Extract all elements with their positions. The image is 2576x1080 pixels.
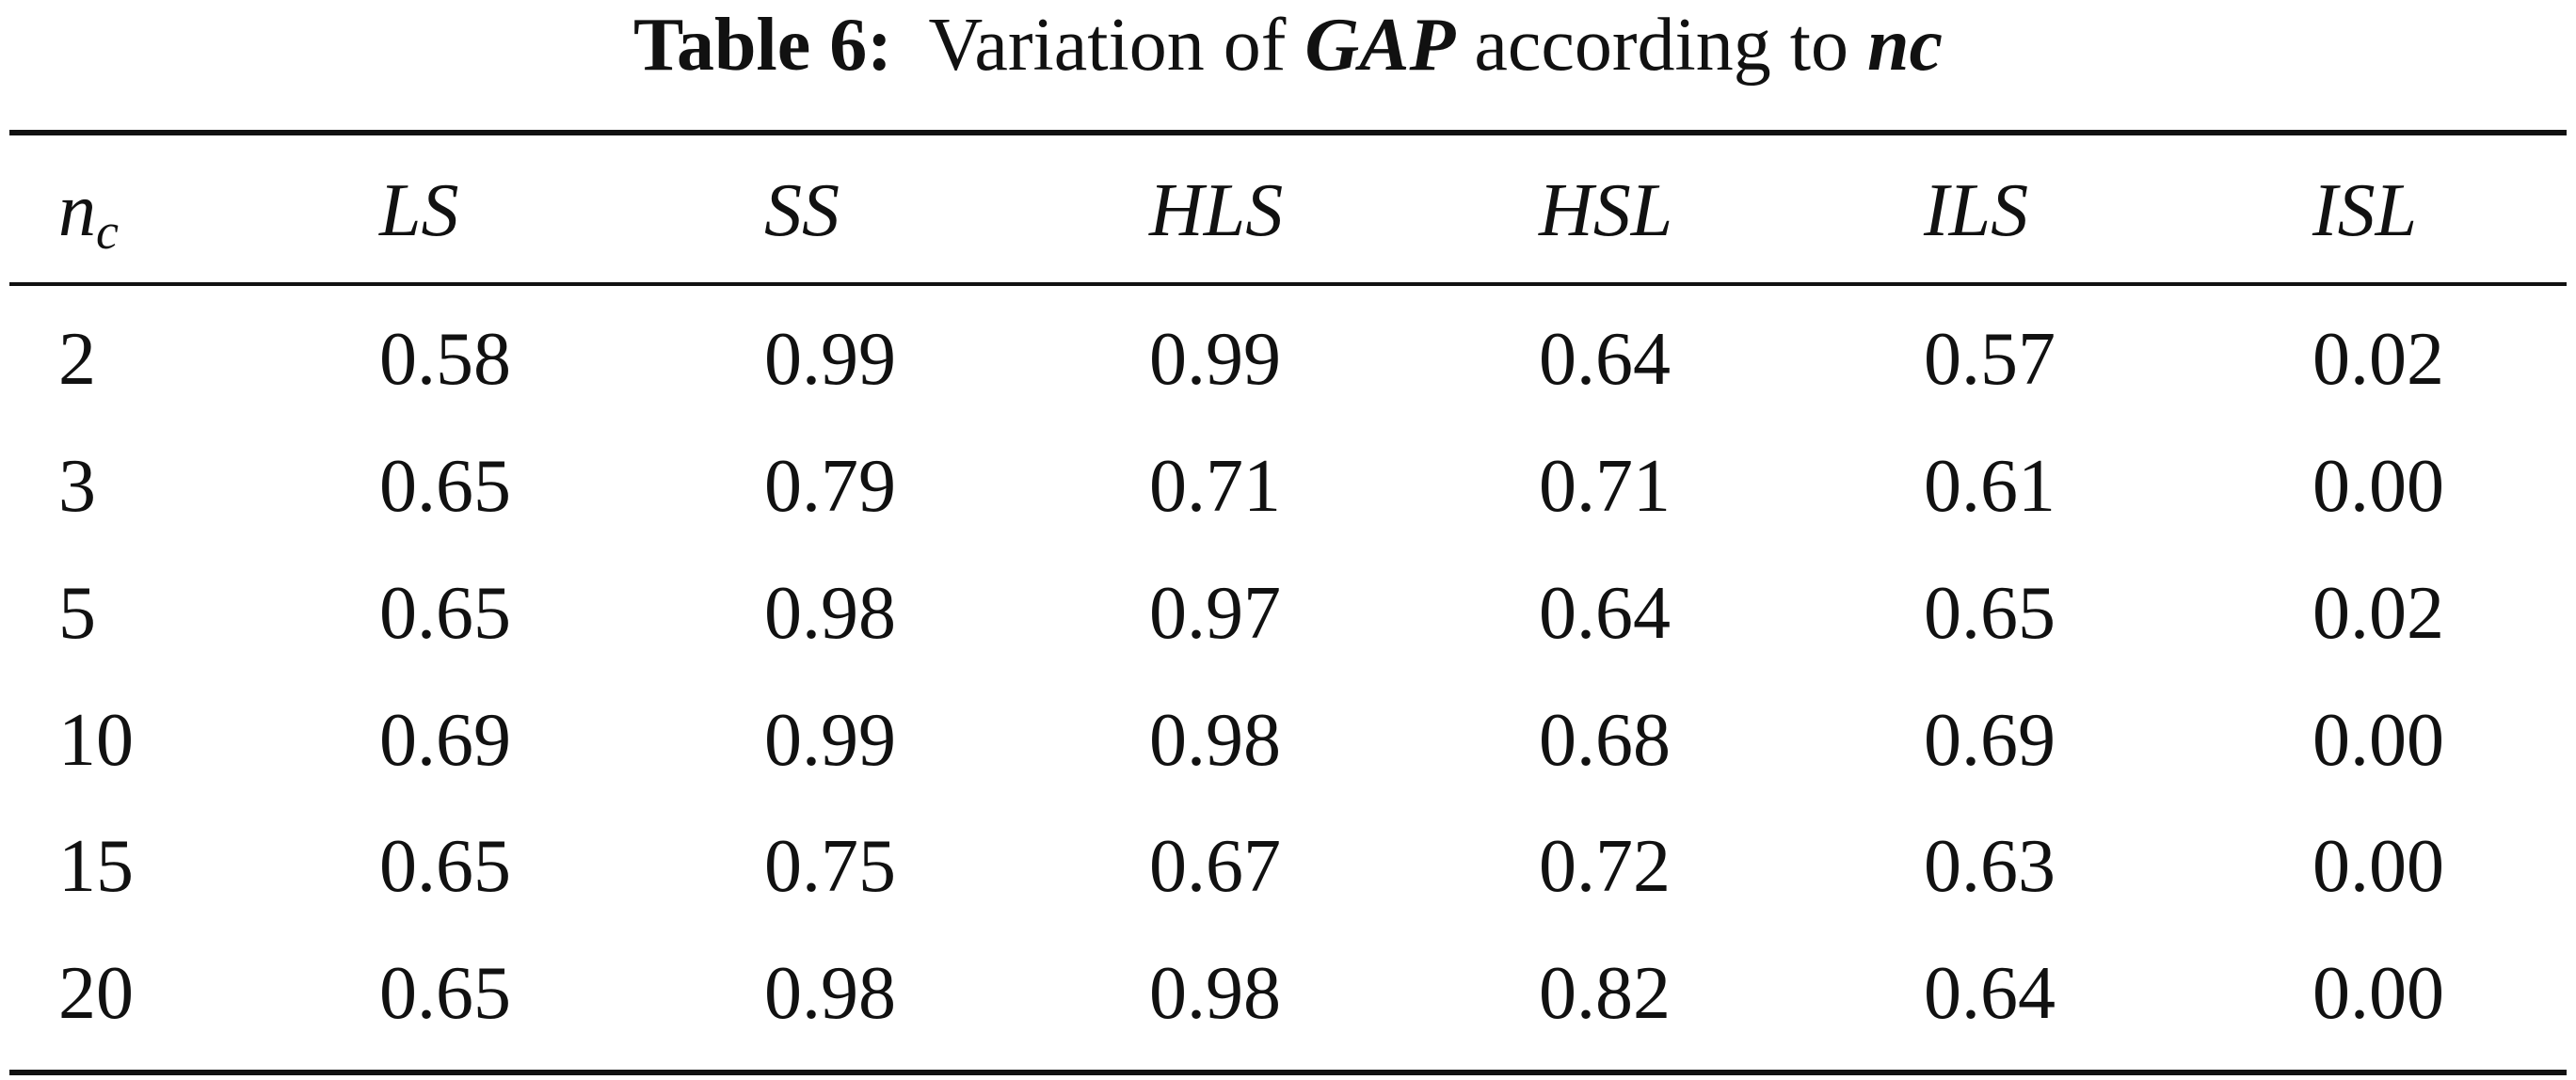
table-cell: 0.67 [1149,825,1281,908]
table-cell: 0.72 [1539,825,1671,908]
table-cell: 0.82 [1539,952,1671,1035]
table-cell: 0.99 [1149,318,1281,401]
table-cell: 0.00 [2312,825,2444,908]
table-header-rule [9,282,2567,286]
table-cell: 0.64 [1539,572,1671,655]
table-cell: 0.99 [764,318,896,401]
header-ss: SS [764,169,840,252]
table-cell: 0.65 [379,445,511,528]
caption-label: Table 6: [633,4,892,87]
table-cell: 0.00 [2312,445,2444,528]
table-cell: 0.02 [2312,318,2444,401]
table-cell: 0.98 [764,952,896,1035]
table-cell: 0.98 [764,572,896,655]
table-cell-nc: 10 [58,699,134,782]
table-cell: 0.69 [1924,699,2056,782]
table-cell-nc: 2 [58,318,96,401]
table-cell-nc: 3 [58,445,96,528]
table-cell: 0.68 [1539,699,1671,782]
table-cell: 0.75 [764,825,896,908]
table-bottom-rule [9,1070,2567,1075]
table-cell-nc: 20 [58,952,134,1035]
table-cell: 0.58 [379,318,511,401]
table-cell: 0.98 [1149,952,1281,1035]
table-cell-nc: 5 [58,572,96,655]
caption-variable-gap: GAP [1304,4,1456,87]
table-cell: 0.61 [1924,445,2056,528]
table-cell-nc: 15 [58,825,134,908]
header-isl: ISL [2312,169,2418,252]
table-cell: 0.00 [2312,699,2444,782]
table-cell: 0.71 [1149,445,1281,528]
header-ils: ILS [1924,169,2029,252]
table-cell: 0.57 [1924,318,2056,401]
table-top-rule [9,130,2567,135]
table-cell: 0.99 [764,699,896,782]
table-cell: 0.79 [764,445,896,528]
header-hsl: HSL [1539,169,1673,252]
table-cell: 0.98 [1149,699,1281,782]
table-cell: 0.65 [379,825,511,908]
header-nc-subscript: c [96,203,119,260]
table-cell: 0.63 [1924,825,2056,908]
header-hls: HLS [1149,169,1284,252]
header-nc-main: n [58,169,96,252]
table-cell: 0.71 [1539,445,1671,528]
table-cell: 0.65 [1924,572,2056,655]
header-ls: LS [379,169,459,252]
table-cell: 0.69 [379,699,511,782]
caption-text-before: Variation of [928,4,1287,87]
table-cell: 0.00 [2312,952,2444,1035]
table-cell: 0.02 [2312,572,2444,655]
table-cell: 0.64 [1539,318,1671,401]
caption-text-middle: according to [1474,4,1848,87]
table-cell: 0.65 [379,572,511,655]
caption-variable-nc: nc [1866,4,1943,87]
table-cell: 0.64 [1924,952,2056,1035]
table-cell: 0.65 [379,952,511,1035]
table-cell: 0.97 [1149,572,1281,655]
header-nc: nc [58,166,119,260]
table-caption: Table 6: Variation of GAP according to n… [0,0,2576,102]
